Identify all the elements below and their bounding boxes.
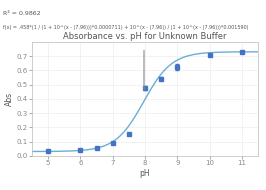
Text: f(x) = .458*(1 / (1 + 10^(x - (7.96)))*0.0000711) + 10^(x - (7.96)) / (1 + 10^(x: f(x) = .458*(1 / (1 + 10^(x - (7.96)))*0…	[3, 25, 248, 30]
Text: R² = 0.9862: R² = 0.9862	[3, 11, 40, 16]
Title: Absorbance vs. pH for Unknown Buffer: Absorbance vs. pH for Unknown Buffer	[63, 32, 227, 41]
X-axis label: pH: pH	[140, 169, 150, 178]
Y-axis label: Abs: Abs	[5, 92, 14, 106]
